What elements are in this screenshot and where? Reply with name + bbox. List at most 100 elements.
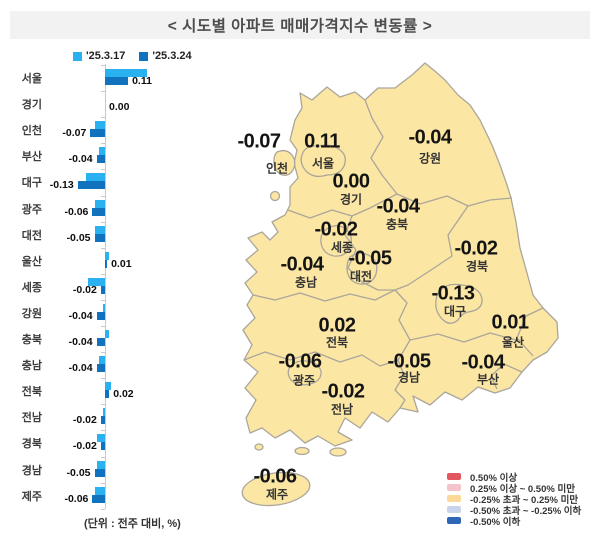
bar-value-label: -0.02 [72, 440, 97, 453]
legend-swatch-icon [447, 495, 461, 502]
bar-prev-week [94, 199, 105, 208]
axis-tick [101, 326, 105, 327]
bar-prev-week [86, 173, 105, 182]
bar-curr-week [100, 285, 105, 294]
bar-prev-week [102, 303, 105, 312]
map-legend-item: 0.25% 이상 ~ 0.50% 미만 [447, 482, 581, 495]
bar-category-label: 광주 [21, 203, 42, 216]
axis-tick [101, 508, 105, 510]
bar-prev-week [98, 147, 105, 156]
map-region-name: 광주 [292, 373, 316, 388]
zero-axis [105, 64, 106, 509]
map-region-value: -0.07 [237, 130, 281, 153]
legend-range-label: -0.50% 이하 [470, 516, 521, 528]
bar-category-label: 경기 [21, 99, 42, 112]
map-mainland [242, 62, 559, 447]
map-region-name: 대전 [349, 269, 373, 284]
axis-tick [101, 169, 105, 171]
axis-tick [101, 117, 105, 119]
map-region-name: 전북 [325, 335, 349, 350]
bar-category-label: 강원 [21, 307, 42, 320]
bar-curr-week [105, 390, 110, 399]
map-incheon-island [273, 149, 296, 176]
legend-swatch-icon [447, 506, 461, 513]
bar-prev-week [94, 225, 105, 234]
map-region-name: 부산 [476, 372, 500, 387]
map-province-borders [243, 99, 544, 409]
bar-category-label: 대구 [21, 177, 42, 190]
bar-curr-week [94, 468, 105, 477]
bar-prev-week [94, 121, 105, 130]
bar-curr-week [94, 233, 105, 242]
legend-swatch-icon [139, 51, 149, 61]
map-region-value: 0.01 [491, 311, 529, 334]
map-region-value: -0.06 [278, 350, 322, 373]
bar-curr-week [96, 155, 105, 164]
bar-value-label: -0.04 [68, 336, 93, 348]
legend-swatch-icon [447, 473, 461, 480]
bar-curr-week [105, 259, 108, 268]
bar-curr-week [100, 416, 105, 425]
bar-curr-week [92, 494, 105, 503]
axis-tick [101, 221, 105, 223]
map-region-value: -0.02 [454, 237, 498, 260]
map-region-name: 전남 [330, 402, 354, 417]
legend-range-label: -0.50% 초과 ~ -0.25% 이하 [470, 505, 582, 517]
bar-category-label: 경북 [21, 438, 42, 451]
bar-value-label: -0.07 [62, 127, 87, 140]
bar-curr-week [96, 364, 105, 373]
legend-swatch-icon [447, 517, 461, 524]
bar-prev-week [96, 434, 105, 443]
map-region-value: -0.02 [314, 218, 358, 241]
bar-value-label: 0.01 [111, 257, 132, 270]
legend-swatch-icon [73, 51, 82, 61]
bar-category-label: 충북 [21, 334, 42, 346]
bar-curr-week [90, 129, 105, 138]
bar-curr-week [96, 311, 105, 320]
bar-prev-week [105, 69, 147, 77]
axis-tick [101, 299, 105, 301]
map-legend-item: -0.50% 이하 [447, 515, 581, 528]
bar-prev-week [96, 460, 105, 469]
bar-category-label: 충남 [21, 360, 42, 373]
axis-tick [101, 247, 105, 249]
map-region-value: -0.05 [387, 350, 431, 373]
map-region-value: -0.13 [431, 282, 475, 305]
axis-tick [101, 456, 105, 458]
axis-tick [101, 378, 105, 380]
bar-value-label: -0.06 [64, 492, 89, 505]
bar-chart-legend: '25.3.17 '25.3.24 [73, 50, 192, 62]
map-region-value: 0.00 [332, 170, 370, 193]
bar-value-label: -0.04 [68, 309, 93, 322]
map-region-value: 0.11 [304, 130, 340, 153]
map-region-value: -0.02 [321, 380, 365, 403]
map-region-name: 강원 [418, 151, 442, 166]
map-region-name: 충북 [385, 217, 409, 232]
map-region-name: 경기 [339, 192, 363, 207]
bar-value-label: -0.04 [68, 153, 93, 166]
bar-value-label: -0.02 [72, 283, 97, 296]
bar-value-label: -0.13 [49, 179, 74, 192]
title-bar: < 시도별 아파트 매매가격지수 변동률 > [10, 11, 590, 39]
axis-tick [101, 65, 105, 66]
map-region-value: -0.04 [280, 253, 324, 276]
bar-category-label: 서울 [21, 73, 42, 85]
bar-prev-week [88, 277, 105, 286]
map-jeju-island [241, 471, 311, 507]
map-region-name: 인천 [265, 161, 289, 176]
page-title: < 시도별 아파트 매매가격지수 변동률 > [167, 18, 433, 35]
bar-category-label: 제주 [21, 490, 42, 503]
bar-category-label: 경남 [21, 464, 42, 477]
bar-prev-week [105, 382, 112, 391]
map-region-name: 대구 [443, 304, 467, 319]
axis-tick [101, 195, 105, 197]
bar-value-label: -0.02 [72, 414, 97, 427]
bar-chart-legend-item: '25.3.17 [73, 50, 125, 62]
bar-category-label: 전남 [21, 412, 42, 425]
bar-chart-legend-item: '25.3.24 [139, 50, 192, 62]
bar-curr-week [100, 442, 105, 451]
map-region-value: -0.04 [408, 126, 452, 149]
